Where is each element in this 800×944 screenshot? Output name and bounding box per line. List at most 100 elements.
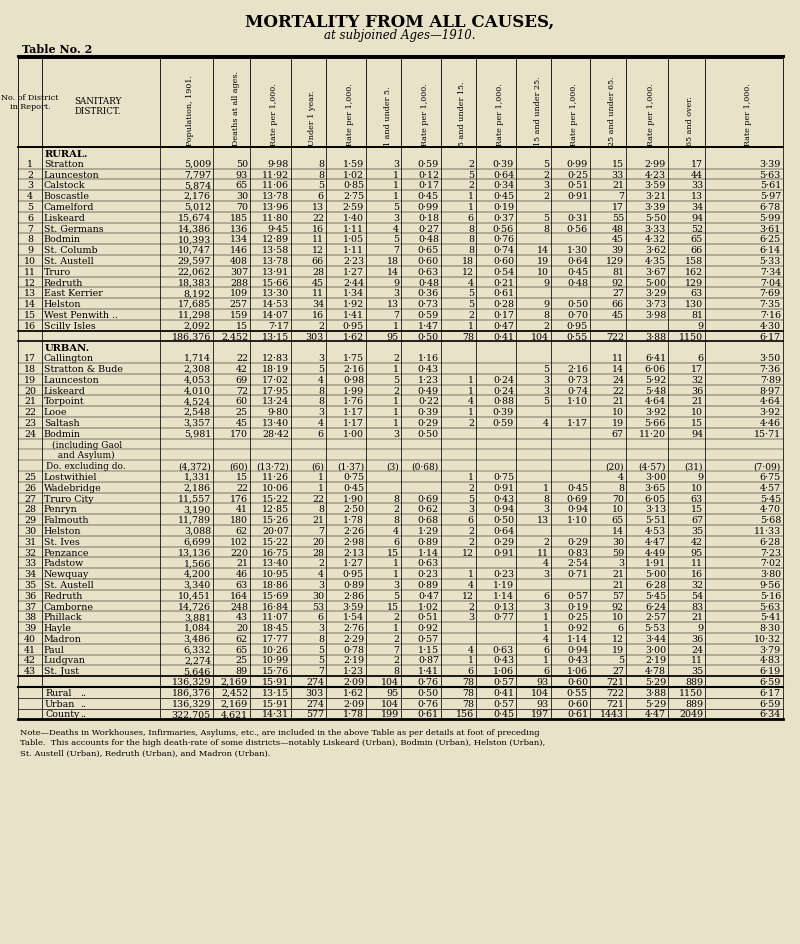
Text: 6,699: 6,699 — [183, 537, 211, 547]
Text: 15·71: 15·71 — [754, 430, 781, 438]
Text: 3·50: 3·50 — [760, 354, 781, 362]
Text: 0·60: 0·60 — [493, 257, 514, 265]
Text: 6·17: 6·17 — [760, 688, 781, 698]
Text: 33: 33 — [612, 170, 624, 179]
Text: Saltash: Saltash — [44, 418, 80, 428]
Text: 6·24: 6·24 — [645, 602, 666, 611]
Text: Wadebridge: Wadebridge — [44, 483, 102, 492]
Text: 5·41: 5·41 — [760, 613, 781, 622]
Text: 0·76: 0·76 — [418, 678, 439, 686]
Text: 1: 1 — [468, 192, 474, 201]
Text: 42: 42 — [236, 364, 248, 374]
Text: 408: 408 — [230, 257, 248, 265]
Text: 6: 6 — [618, 623, 624, 632]
Text: 0·19: 0·19 — [567, 602, 588, 611]
Text: 14·31: 14·31 — [262, 710, 289, 718]
Text: 257: 257 — [230, 300, 248, 309]
Text: 17·77: 17·77 — [262, 634, 289, 643]
Text: 6·17: 6·17 — [760, 332, 781, 341]
Text: 1: 1 — [468, 321, 474, 330]
Text: 5: 5 — [468, 289, 474, 298]
Text: 7: 7 — [27, 225, 33, 233]
Text: 15·69: 15·69 — [262, 591, 289, 600]
Text: 4: 4 — [318, 569, 324, 579]
Text: Table No. 2: Table No. 2 — [22, 44, 92, 55]
Text: 13·40: 13·40 — [262, 559, 289, 567]
Text: 93: 93 — [537, 699, 549, 708]
Text: 5·45: 5·45 — [645, 591, 666, 600]
Text: 17: 17 — [691, 160, 703, 169]
Text: 7·02: 7·02 — [760, 559, 781, 567]
Text: 3: 3 — [318, 623, 324, 632]
Text: 7: 7 — [318, 527, 324, 535]
Text: 0·87: 0·87 — [418, 656, 439, 665]
Text: 197: 197 — [531, 710, 549, 718]
Text: 5·68: 5·68 — [760, 515, 781, 525]
Text: 1·75: 1·75 — [343, 354, 364, 362]
Text: 1: 1 — [468, 656, 474, 665]
Text: 322,705: 322,705 — [172, 710, 211, 718]
Text: 45: 45 — [612, 311, 624, 320]
Text: 65: 65 — [612, 515, 624, 525]
Text: 78: 78 — [462, 678, 474, 686]
Text: 15: 15 — [612, 160, 624, 169]
Text: 34: 34 — [24, 569, 36, 579]
Text: 42: 42 — [24, 656, 36, 665]
Text: 1·23: 1·23 — [343, 666, 364, 676]
Text: 3·33: 3·33 — [645, 225, 666, 233]
Text: 156: 156 — [456, 710, 474, 718]
Text: 1·14: 1·14 — [493, 591, 514, 600]
Text: 7: 7 — [393, 311, 399, 320]
Text: 9·45: 9·45 — [268, 225, 289, 233]
Text: 32: 32 — [24, 548, 36, 557]
Text: 3: 3 — [618, 559, 624, 567]
Text: 11: 11 — [612, 354, 624, 362]
Text: 0·50: 0·50 — [418, 430, 439, 438]
Text: 1,566: 1,566 — [184, 559, 211, 567]
Text: Lostwithiel: Lostwithiel — [44, 472, 98, 481]
Text: 19: 19 — [537, 257, 549, 265]
Text: 12: 12 — [462, 548, 474, 557]
Text: 3·39: 3·39 — [645, 203, 666, 211]
Text: 28: 28 — [312, 267, 324, 277]
Text: Scilly Isles: Scilly Isles — [44, 321, 96, 330]
Text: 0·59: 0·59 — [493, 418, 514, 428]
Text: 10: 10 — [537, 267, 549, 277]
Text: 17,685: 17,685 — [178, 300, 211, 309]
Text: 4,621: 4,621 — [221, 710, 248, 718]
Text: 3·29: 3·29 — [645, 289, 666, 298]
Text: 0·75: 0·75 — [343, 472, 364, 481]
Text: 4: 4 — [468, 396, 474, 406]
Text: 5·92: 5·92 — [645, 376, 666, 384]
Text: 0·60: 0·60 — [567, 699, 588, 708]
Text: 22,062: 22,062 — [178, 267, 211, 277]
Text: Table.  This accounts for the high death-rate of some districts—notably Liskeard: Table. This accounts for the high death-… — [20, 738, 545, 747]
Text: 20·07: 20·07 — [262, 527, 289, 535]
Text: 66: 66 — [312, 257, 324, 265]
Text: 3·59: 3·59 — [645, 181, 666, 190]
Text: 39: 39 — [612, 245, 624, 255]
Text: 7·89: 7·89 — [760, 376, 781, 384]
Text: 14: 14 — [612, 364, 624, 374]
Text: 4,200: 4,200 — [184, 569, 211, 579]
Text: 3,881: 3,881 — [184, 613, 211, 622]
Text: 22: 22 — [312, 213, 324, 223]
Text: 1: 1 — [468, 386, 474, 396]
Text: 7: 7 — [393, 245, 399, 255]
Text: 59: 59 — [612, 548, 624, 557]
Text: Boscastle: Boscastle — [44, 192, 90, 201]
Text: 1·91: 1·91 — [645, 559, 666, 567]
Text: (13·72): (13·72) — [256, 462, 289, 471]
Text: 1: 1 — [393, 396, 399, 406]
Text: 7·35: 7·35 — [760, 300, 781, 309]
Text: 50: 50 — [236, 160, 248, 169]
Text: 0·83: 0·83 — [567, 548, 588, 557]
Text: 0·47: 0·47 — [418, 591, 439, 600]
Text: 14,386: 14,386 — [178, 225, 211, 233]
Text: 0·29: 0·29 — [493, 537, 514, 547]
Text: 6·28: 6·28 — [760, 537, 781, 547]
Text: 8: 8 — [468, 235, 474, 244]
Text: 54: 54 — [691, 591, 703, 600]
Text: 0·77: 0·77 — [493, 613, 514, 622]
Text: 18: 18 — [387, 257, 399, 265]
